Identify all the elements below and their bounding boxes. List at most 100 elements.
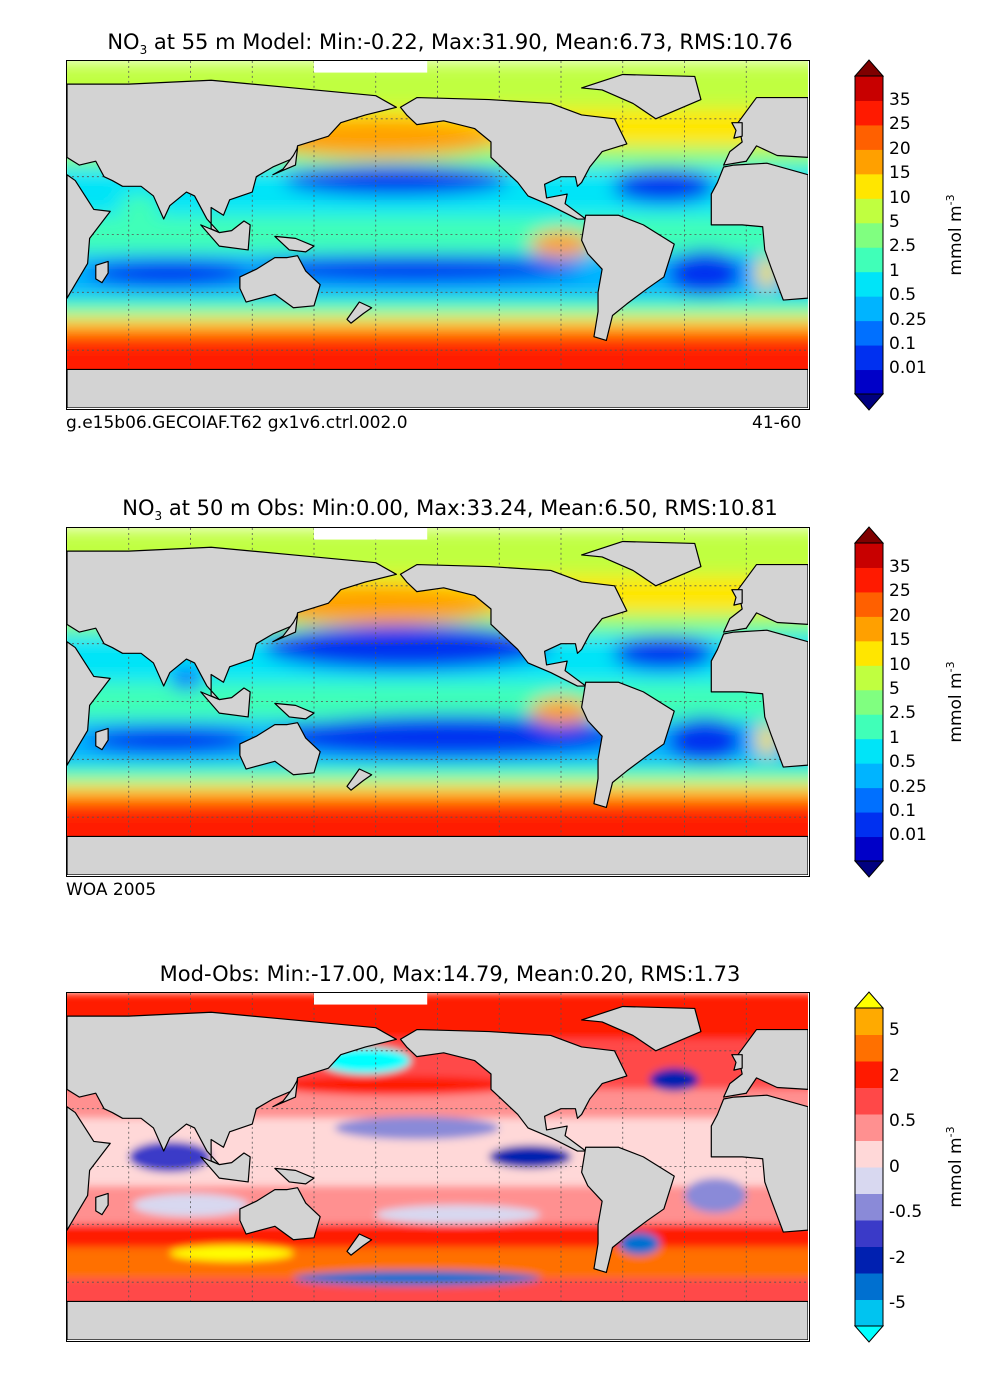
- colorbar-tick-label: 0.25: [889, 309, 927, 330]
- greenland-landmass: [581, 540, 702, 587]
- colorbar-tick-label: 2.5: [889, 236, 917, 257]
- graticule: [67, 61, 808, 408]
- eurasia-landmass: [67, 546, 397, 701]
- colorbar-tick-label: 25: [889, 581, 911, 602]
- colorbar-swatch: [855, 1140, 883, 1168]
- colorbar-swatch: [855, 1220, 883, 1247]
- colorbar-swatch: [855, 1193, 883, 1221]
- colorbar-swatch: [855, 689, 883, 715]
- colorbar-tick-label: 15: [889, 163, 911, 184]
- colorbar-tick-label: 5: [889, 679, 900, 699]
- colorbar-tick-label: 2: [889, 1065, 900, 1086]
- greenland-landmass: [581, 1005, 702, 1052]
- colorbar-tick-label: 0: [889, 1156, 900, 1177]
- equatorial-blue-patch: [488, 1145, 572, 1169]
- south-atlantic-gyre: [668, 716, 743, 764]
- new-guinea-landmass: [274, 702, 315, 720]
- north-atlantic-gyre: [612, 168, 716, 204]
- colorbar-swatch: [855, 345, 883, 371]
- eurasia-landmass: [67, 79, 397, 234]
- colorbar-swatch: [855, 198, 883, 224]
- colorbar-tick-label: 1: [889, 260, 900, 281]
- colorbar-tick-label: 0.01: [889, 358, 927, 379]
- map-svg: [67, 528, 808, 875]
- model-colorbar: [853, 59, 885, 411]
- colorbar-under-triangle: [853, 860, 885, 878]
- colorbar-tick-label: -5: [889, 1293, 906, 1313]
- uk-landmass: [731, 1054, 743, 1071]
- colorbar-swatch: [855, 640, 883, 666]
- europe-west-landmass: [723, 96, 808, 166]
- north-america-landmass: [399, 1028, 628, 1152]
- europe-west-landmass: [723, 1028, 808, 1098]
- uk-landmass: [731, 589, 743, 606]
- indian-ocean-gyre: [87, 259, 253, 287]
- colorbar-svg: [853, 59, 885, 411]
- land-masses: [67, 73, 808, 408]
- colorbar-under-triangle: [853, 393, 885, 411]
- colorbar-swatch: [855, 247, 883, 273]
- new-zealand-landmass: [346, 301, 373, 324]
- antarctica-landmass: [67, 1300, 808, 1340]
- colorbar-swatch: [855, 738, 883, 764]
- colorbar-swatch: [855, 1061, 883, 1088]
- colorbar-swatch: [855, 763, 883, 789]
- colorbar-swatch: [855, 296, 883, 322]
- new-zealand-landmass: [346, 768, 373, 791]
- africa-west-landmass: [710, 1094, 808, 1233]
- colorbar-tick-label: -0.5: [889, 1202, 923, 1222]
- colorbar-tick-label: 0.1: [889, 334, 917, 354]
- africa-west-landmass: [710, 162, 808, 301]
- colorbar-tick-label: 0.25: [889, 776, 927, 797]
- antarctica-landmass: [67, 368, 808, 408]
- colorbar-tick-label: 35: [889, 557, 911, 577]
- obs-panel-title: NO3 at 50 m Obs: Min:0.00, Max:33.24, Me…: [122, 496, 778, 524]
- land-masses: [67, 1005, 808, 1340]
- south-america-landmass: [581, 681, 675, 809]
- colorbar-svg: [853, 526, 885, 878]
- japan-landmass: [272, 1079, 299, 1108]
- southern-yellow-patch: [169, 1245, 294, 1261]
- argentine-blue-patch: [618, 1232, 660, 1256]
- borneo-sumatra-landmass: [200, 687, 251, 718]
- colorbar-swatch: [855, 149, 883, 175]
- north-atlantic-blue-patch: [649, 1068, 699, 1092]
- colorbar-swatch: [855, 100, 883, 126]
- colorbar-tick-label: 5: [889, 1020, 900, 1040]
- colorbar-swatch: [855, 1299, 883, 1327]
- madagascar-landmass: [95, 260, 109, 284]
- borneo-sumatra-landmass: [200, 220, 251, 251]
- colorbar-tick-label: 0.5: [889, 752, 917, 773]
- south-pacific-gyre: [272, 714, 623, 758]
- arabian-sea-patch: [118, 194, 160, 218]
- difference-panel-title: Mod-Obs: Min:-17.00, Max:14.79, Mean:0.2…: [159, 962, 741, 986]
- borneo-sumatra-landmass: [200, 1152, 251, 1183]
- model-run-name: g.e15b06.GECOIAF.T62 gx1v6.ctrl.002.0: [66, 413, 408, 433]
- colorbar-tick-label: 2.5: [889, 703, 917, 724]
- colorbar-tick-label: 0.5: [889, 285, 917, 306]
- colorbar-over-triangle: [853, 991, 885, 1009]
- missing-data-patch: [314, 993, 428, 1005]
- colorbar-frame: [854, 542, 884, 862]
- southern-ocean-band-a: [67, 327, 808, 339]
- colorbar-swatch: [855, 665, 883, 691]
- colorbar-tick-label: 10: [889, 187, 911, 208]
- colorbar-swatch: [855, 812, 883, 838]
- colorbar-swatch: [855, 787, 883, 813]
- missing-data-patch: [314, 61, 428, 73]
- colorbar-swatch: [855, 369, 883, 395]
- new-zealand-landmass: [346, 1233, 373, 1256]
- colorbar-swatch: [855, 1273, 883, 1300]
- colorbar-swatch: [855, 1087, 883, 1115]
- colorbar-swatch: [855, 567, 883, 593]
- south-atlantic-light-patch: [684, 1178, 747, 1213]
- colorbar-swatch: [855, 543, 883, 568]
- colorbar-tick-label: 10: [889, 654, 911, 675]
- colorbar-tick-label: 15: [889, 630, 911, 651]
- north-america-landmass: [399, 96, 628, 220]
- map-svg: [67, 61, 808, 408]
- antarctica-landmass: [67, 835, 808, 875]
- obs-nitrate-map: [66, 527, 810, 877]
- peru-upwelling: [530, 230, 592, 258]
- colorbar-tick-label: 1: [889, 727, 900, 748]
